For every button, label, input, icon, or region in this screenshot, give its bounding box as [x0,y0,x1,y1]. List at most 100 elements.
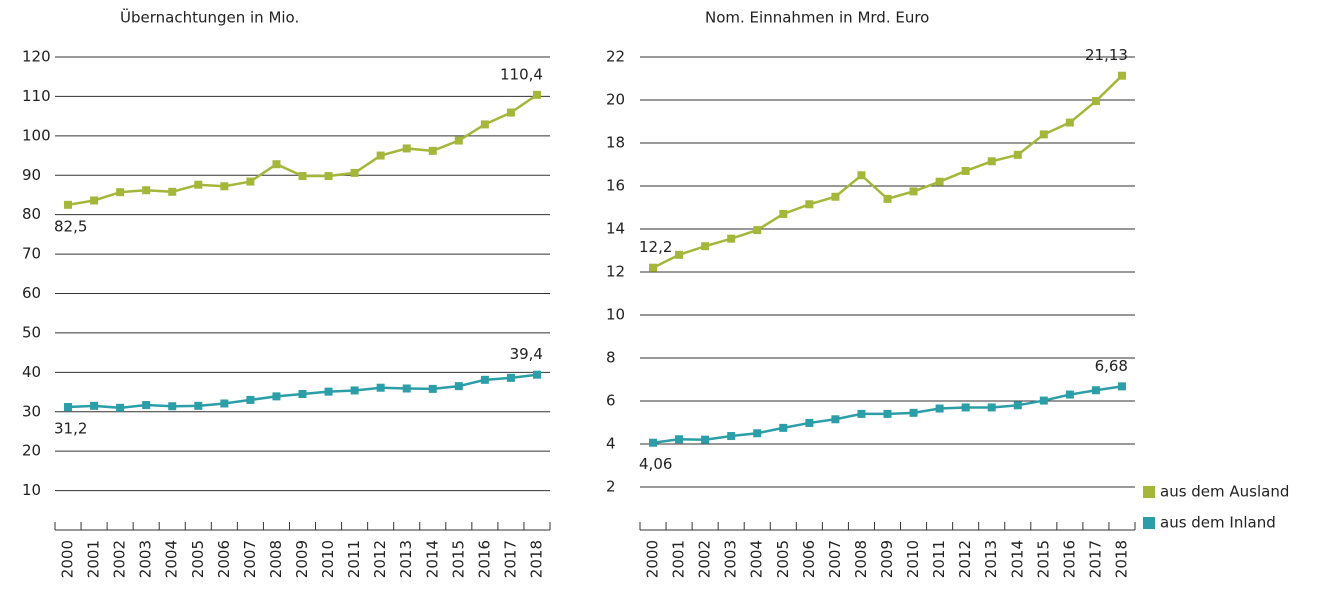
point [402,144,411,153]
legend-label: aus dem Ausland [1160,483,1289,501]
x-tick-label: 2005 [189,540,207,578]
point [909,187,918,196]
point [909,408,918,417]
y-tick-label: 12 [606,263,625,281]
line [67,93,538,207]
x-tick-label: 2004 [748,540,766,578]
x-tick-label: 2011 [345,540,363,578]
x-tick-label: 2000 [644,540,662,578]
x-tick-label: 2012 [956,540,974,578]
point [1065,390,1074,399]
point [142,186,151,195]
point [376,151,385,160]
x-tick-label: 2009 [878,540,896,578]
point [961,166,970,175]
x-tick-label: 2008 [267,540,285,578]
point [272,160,281,169]
x-tick-label: 2008 [852,540,870,578]
point [753,429,762,438]
point [883,194,892,203]
x-tick-label: 2018 [527,540,545,578]
point [649,438,658,447]
point [194,401,203,410]
point [779,209,788,218]
legend-swatch [1143,517,1155,529]
point [1065,118,1074,127]
y-tick-label: 40 [22,363,41,381]
x-tick-label: 2017 [501,540,519,578]
point [1013,150,1022,159]
x-tick-label: 2013 [982,540,1000,578]
point [90,401,99,410]
point [675,250,684,259]
data-label: 21,13 [1085,46,1128,64]
x-tick-label: 2012 [371,540,389,578]
y-tick-label: 120 [22,48,51,66]
point [532,370,541,379]
x-tick-label: 2018 [1112,540,1130,578]
x-tick-label: 2017 [1086,540,1104,578]
y-tick-label: 10 [22,481,41,499]
x-tick-label: 2013 [397,540,415,578]
point [116,188,125,197]
y-tick-label: 110 [22,87,51,105]
x-tick-label: 2005 [774,540,792,578]
y-tick-label: 4 [606,435,616,453]
x-tick-label: 2016 [475,540,493,578]
point [1013,401,1022,410]
y-tick-label: 16 [606,177,625,195]
point [857,171,866,180]
point [779,423,788,432]
point [506,373,515,382]
y-tick-label: 8 [606,349,616,367]
y-tick-label: 80 [22,205,41,223]
point [168,402,177,411]
x-tick-label: 2002 [696,540,714,578]
point [298,390,307,399]
point [987,403,996,412]
point [1117,382,1126,391]
point [246,395,255,404]
point [987,157,996,166]
x-tick-label: 2000 [59,540,77,578]
point [506,108,515,117]
data-label: 39,4 [510,345,543,363]
point [805,200,814,209]
y-tick-label: 90 [22,166,41,184]
point [428,146,437,155]
point [480,375,489,384]
line [652,74,1123,269]
point [220,399,229,408]
point [220,182,229,191]
point [116,403,125,412]
point [649,263,658,272]
point [701,435,710,444]
data-label: 31,2 [54,420,87,438]
point [376,383,385,392]
point [454,136,463,145]
x-tick-label: 2016 [1060,540,1078,578]
point [1039,396,1048,405]
point [272,392,281,401]
point [532,90,541,99]
x-tick-label: 2011 [930,540,948,578]
y-tick-label: 22 [606,48,625,66]
y-tick-label: 20 [606,91,625,109]
point [805,418,814,427]
point [701,242,710,251]
point [350,168,359,177]
y-tick-label: 100 [22,126,51,144]
point [883,409,892,418]
point [64,200,73,209]
point [1039,130,1048,139]
y-tick-label: 60 [22,284,41,302]
point [727,432,736,441]
point [194,180,203,189]
point [727,234,736,243]
point [857,409,866,418]
point [298,172,307,181]
point [831,192,840,201]
x-tick-label: 2006 [215,540,233,578]
point [90,196,99,205]
